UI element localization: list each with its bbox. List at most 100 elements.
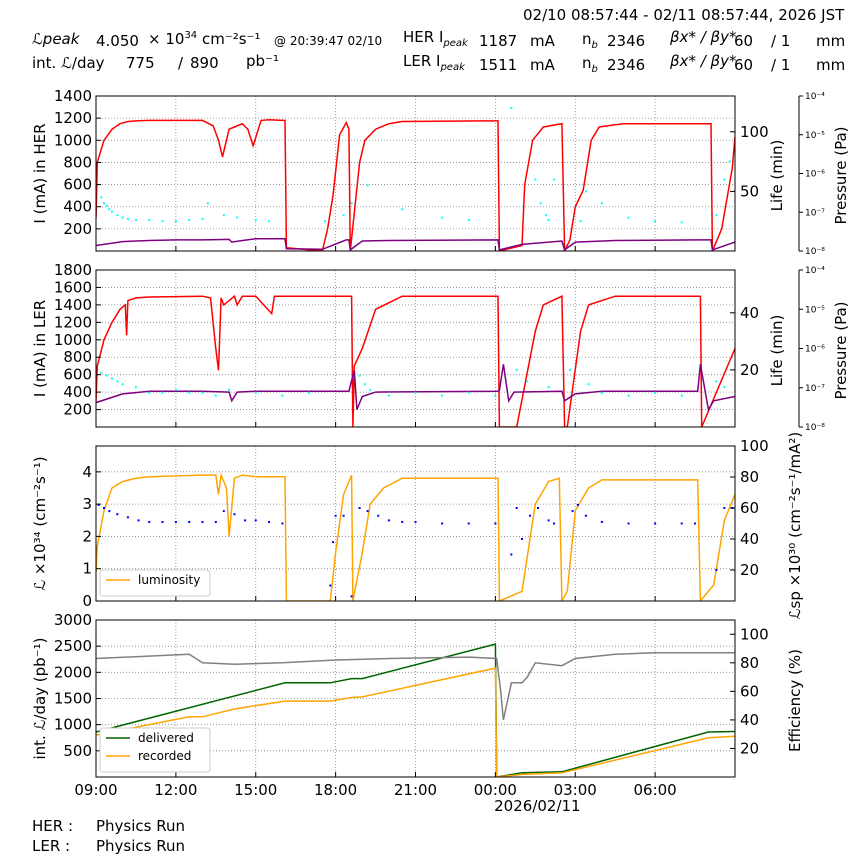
y-tick-label: 1600: [54, 278, 92, 296]
series-line-integrated-2: [96, 652, 735, 721]
data-point-lumi: [188, 520, 191, 523]
int-lumi-label: int. ℒ/day: [32, 54, 105, 72]
data-point-ler: [600, 391, 603, 394]
x-tick-label: 12:00: [154, 781, 197, 799]
data-point-lumi: [342, 514, 345, 517]
x-tick-label: 00:00: [474, 781, 517, 799]
data-point-ler: [526, 380, 529, 383]
data-point-lumi: [680, 522, 683, 525]
data-point-her: [121, 216, 124, 219]
data-point-her: [680, 221, 683, 224]
data-point-her: [467, 219, 470, 221]
date-range: 02/10 08:57:44 - 02/11 08:57:44, 2026 JS…: [523, 6, 845, 24]
data-point-her: [161, 220, 164, 223]
data-point-lumi: [627, 522, 630, 525]
y-tick-label: 1400: [54, 296, 92, 314]
data-point-lumi: [552, 522, 555, 525]
data-point-lumi: [116, 513, 119, 516]
data-point-lumi: [201, 520, 204, 523]
her-beta-x: 60: [734, 32, 754, 50]
data-point-ler: [587, 383, 590, 386]
ler-beta-unit: mm: [816, 56, 846, 74]
pressure-tick-label: 10⁻⁴: [805, 92, 825, 102]
data-point-lumi: [329, 584, 332, 587]
data-point-her: [627, 216, 630, 219]
lpeak-label: ℒpeak: [32, 30, 80, 48]
data-point-ler: [387, 394, 390, 397]
y-tick-label: 200: [63, 220, 92, 238]
y-tick-label: 4: [82, 463, 92, 481]
y-tick-label: 1000: [54, 131, 92, 149]
y-axis-label: I (mA) in LER: [31, 300, 49, 397]
data-point-ler: [174, 388, 177, 391]
y2-tick-label: 80: [740, 654, 759, 672]
data-point-ler: [100, 371, 103, 374]
data-point-lumi: [334, 514, 337, 517]
y-tick-label: 1200: [54, 109, 92, 127]
int-lumi-slash: /: [178, 54, 184, 72]
data-point-lumi: [233, 513, 236, 516]
pressure-tick-label: 10⁻⁵: [805, 131, 825, 141]
lpeak-unit: × 1034 cm⁻²s⁻¹: [148, 30, 261, 48]
her-beta-label: βx* / βy*: [670, 28, 737, 46]
data-point-lumi: [161, 520, 164, 523]
her-status-label: HER :: [32, 817, 74, 835]
data-point-ler: [467, 391, 470, 394]
y-tick-label: 400: [63, 383, 92, 401]
y2-axis-label: Life (min): [768, 315, 786, 387]
data-point-lumi: [281, 522, 284, 525]
legend: luminosity: [99, 569, 211, 597]
data-point-her: [654, 220, 657, 223]
panel-lumi: 0 1 2 3 4 20 40 60 80 100 ℒ ×10³⁴ (cm⁻²s⁻¹) ℒsp ×10…: [31, 432, 804, 620]
y-tick-label: 600: [63, 366, 92, 384]
data-point-ler: [308, 391, 310, 394]
data-point-her: [222, 214, 225, 217]
data-point-ler: [654, 391, 657, 394]
data-point-lumi: [126, 516, 129, 519]
data-point-lumi: [547, 519, 550, 522]
y2-axis-label: Life (min): [768, 140, 786, 212]
data-point-her: [108, 208, 111, 211]
data-point-lumi: [584, 514, 587, 517]
data-point-lumi: [366, 510, 369, 513]
data-point-lumi: [377, 514, 380, 517]
plot-frame: [95, 95, 736, 252]
data-point-lumi: [528, 514, 531, 517]
y-tick-label: 1800: [54, 261, 92, 279]
data-point-lumi: [222, 510, 225, 513]
data-point-ler: [148, 391, 151, 394]
data-point-lumi: [494, 522, 497, 525]
series-line-integrated-1: [96, 667, 735, 777]
legend: delivered recorded: [99, 727, 211, 773]
y-tick-label: 500: [63, 742, 92, 760]
data-point-lumi: [521, 538, 523, 540]
data-point-ler: [116, 380, 119, 383]
data-point-her: [510, 106, 513, 109]
data-point-ler: [121, 383, 124, 386]
pressure-tick-label: 10⁻⁷: [805, 208, 825, 218]
y-tick-label: 1: [82, 560, 92, 578]
data-point-her: [110, 210, 113, 213]
y2-axis-label: ℒsp ×10³⁰ (cm⁻²s⁻¹/mA²): [786, 432, 804, 620]
data-point-ler: [627, 394, 630, 397]
data-point-her: [723, 178, 726, 181]
y2-axis-label: Efficiency (%): [786, 649, 804, 752]
series-line-her-1: [96, 238, 735, 251]
data-point-ler: [369, 388, 372, 391]
data-point-ler: [228, 388, 231, 391]
lpeak-value: 4.050: [96, 32, 139, 50]
y-tick-label: 200: [63, 401, 92, 419]
y2-tick-label: 40: [740, 530, 759, 548]
y2-tick-label: 20: [740, 561, 759, 579]
ler-ipeak-label: LER Ipeak: [403, 52, 465, 73]
int-lumi-unit: pb⁻¹: [246, 52, 279, 70]
data-point-lumi: [358, 507, 361, 509]
her-ipeak-value: 1187: [479, 32, 518, 50]
data-point-ler: [161, 391, 164, 394]
lpeak-time: @ 20:39:47 02/10: [274, 34, 383, 48]
x-tick-label: 06:00: [634, 781, 677, 799]
data-point-lumi: [174, 520, 177, 523]
data-point-her: [539, 202, 542, 205]
data-point-ler: [494, 394, 497, 397]
x-tick-label: 15:00: [234, 781, 277, 799]
